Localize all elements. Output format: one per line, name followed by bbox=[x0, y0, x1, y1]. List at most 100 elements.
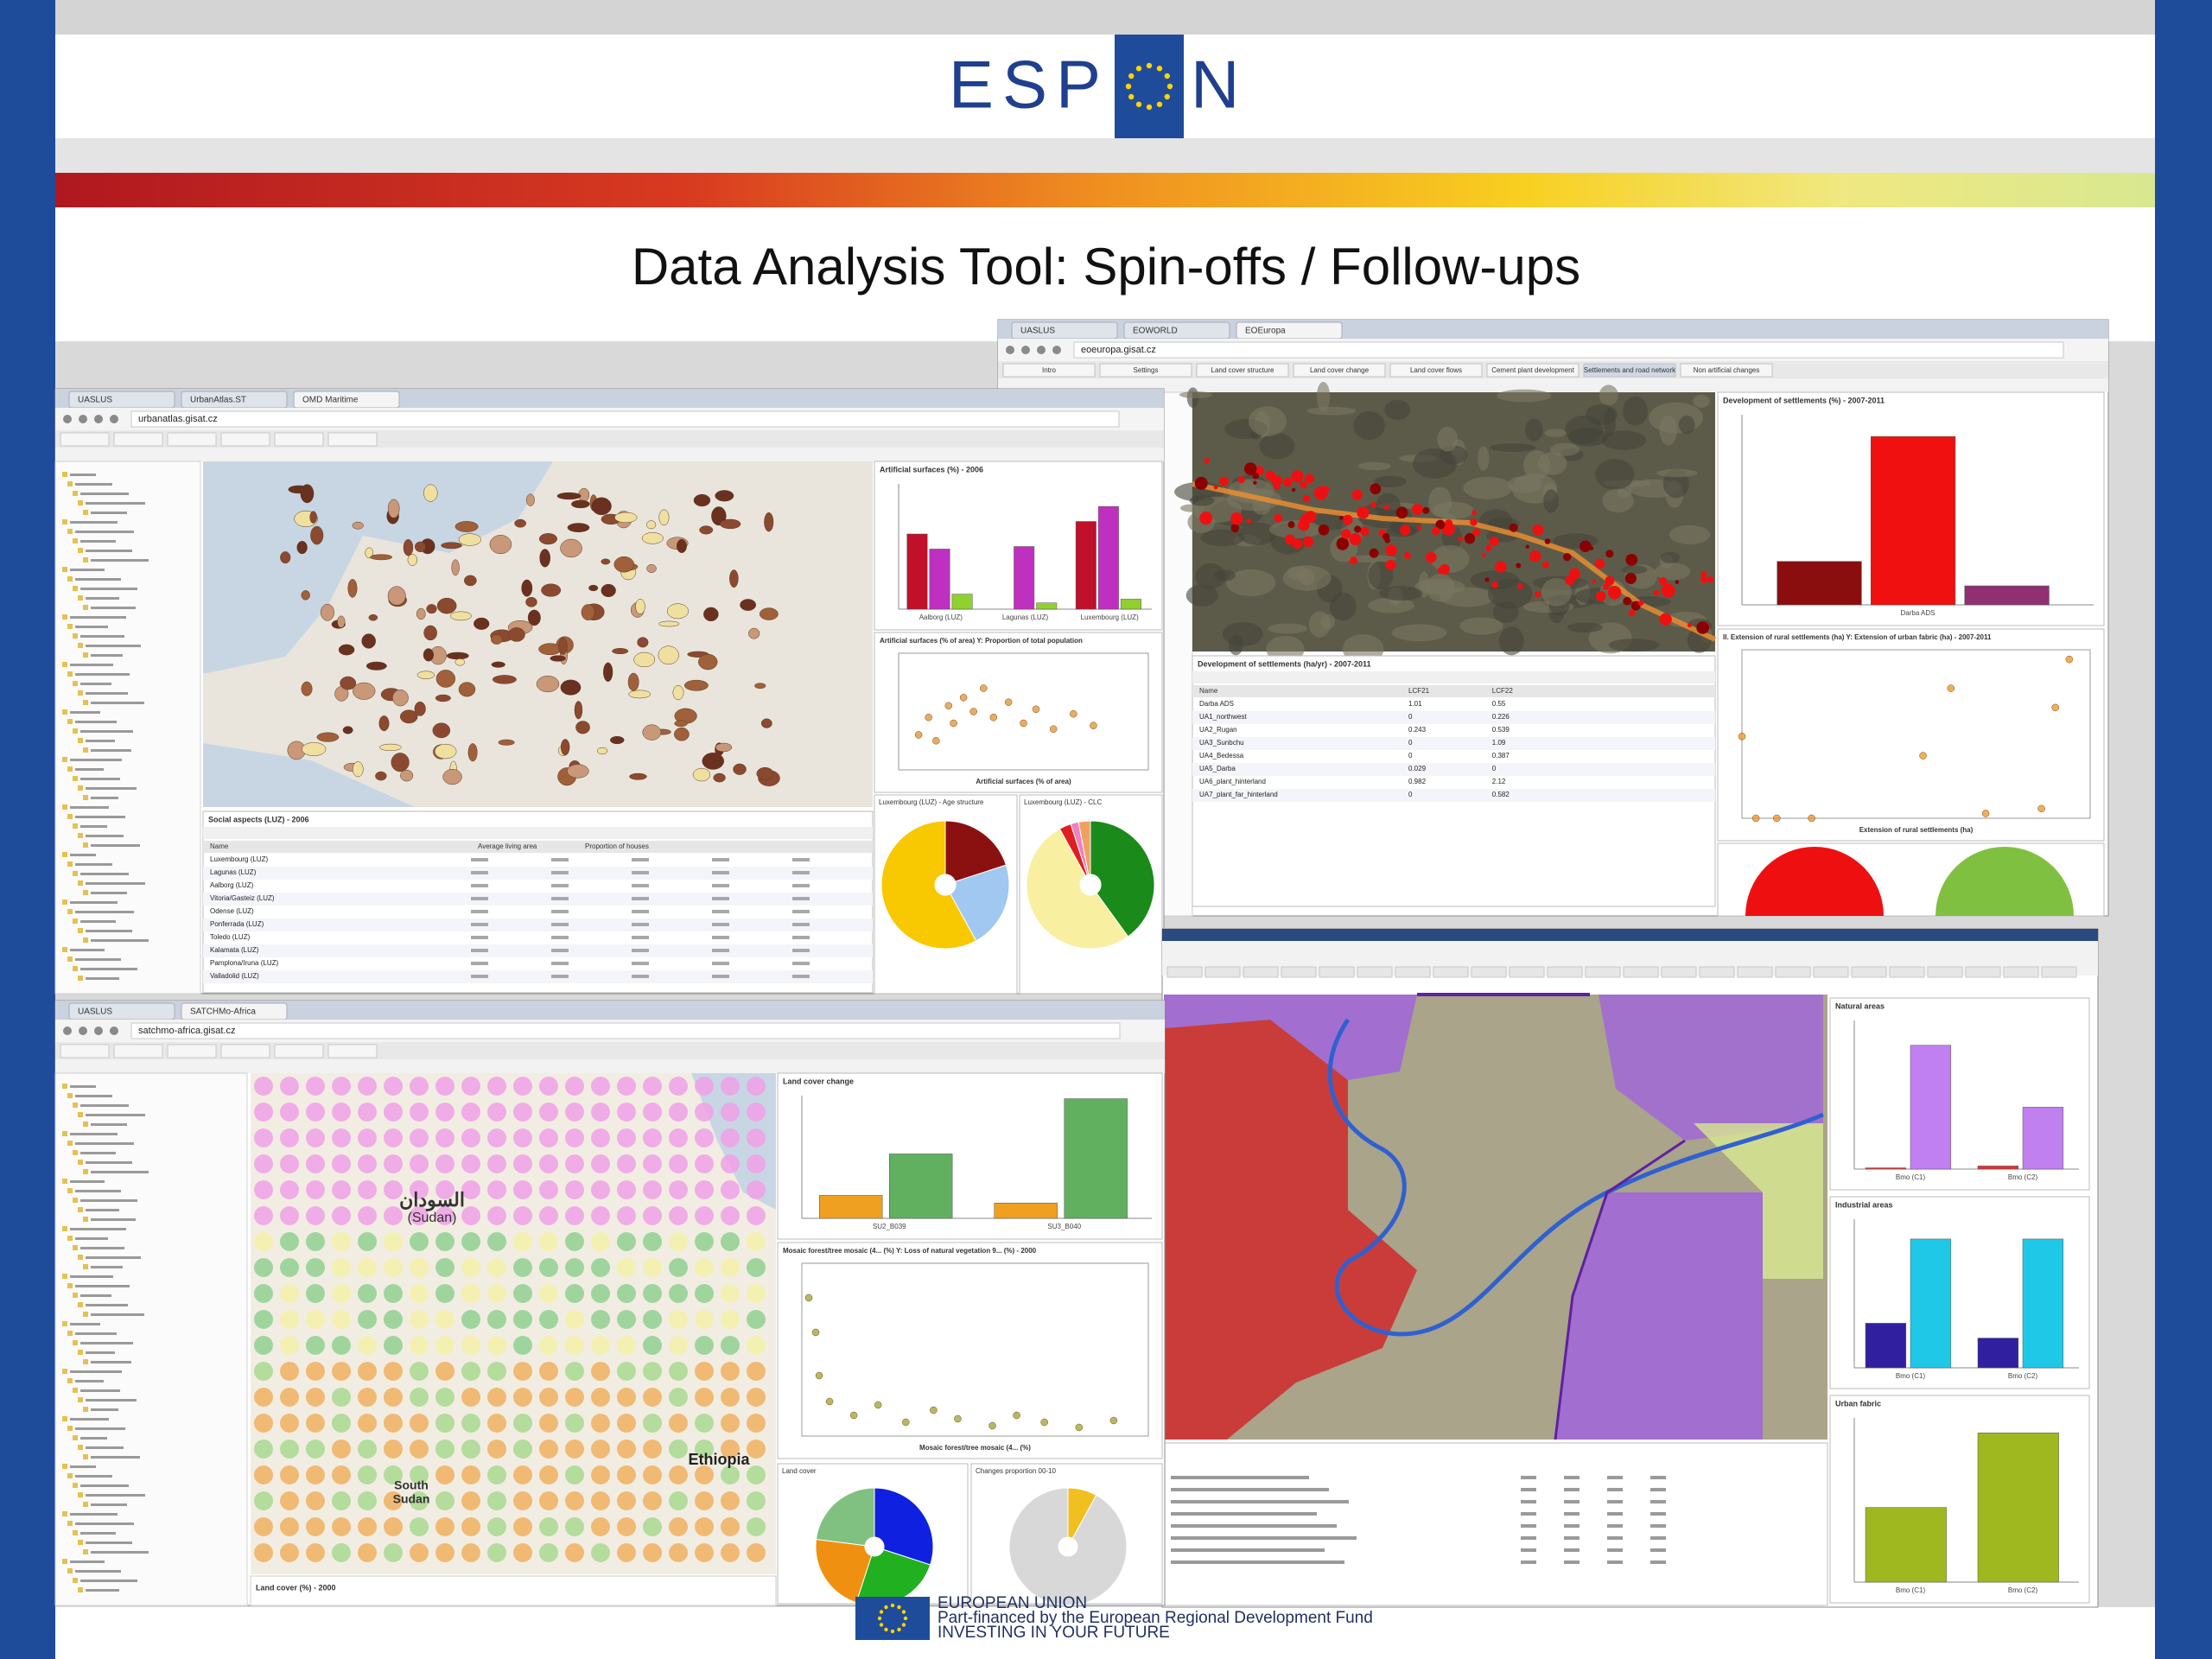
map-symbol bbox=[643, 1154, 662, 1173]
map-symbol bbox=[695, 1077, 714, 1096]
map-symbol bbox=[721, 1362, 740, 1381]
map-symbol bbox=[358, 1310, 377, 1329]
map-symbol bbox=[643, 1491, 662, 1510]
tab-button bbox=[1889, 966, 1925, 978]
map-symbol bbox=[280, 1128, 299, 1147]
urban-area bbox=[432, 722, 451, 739]
urban-area bbox=[337, 615, 346, 628]
tree-item-text bbox=[75, 1095, 112, 1097]
tree-item-text bbox=[86, 1256, 141, 1259]
map-symbol bbox=[435, 1465, 454, 1484]
tree-item bbox=[78, 548, 83, 553]
tab-button bbox=[1623, 966, 1659, 978]
footer-line: Part-financed by the European Regional D… bbox=[938, 1609, 1373, 1627]
settlement bbox=[1230, 524, 1240, 533]
map-symbol bbox=[513, 1362, 532, 1381]
urban-area bbox=[454, 521, 479, 532]
tree-item bbox=[78, 785, 83, 791]
scatter-point bbox=[825, 1397, 834, 1406]
settlement bbox=[1422, 506, 1430, 514]
tree-item bbox=[73, 1435, 78, 1440]
river bbox=[1327, 1018, 1824, 1337]
cell-text bbox=[1564, 1548, 1580, 1552]
map-symbol bbox=[280, 1440, 299, 1459]
tree-item-text bbox=[70, 1560, 105, 1563]
map-symbol bbox=[721, 1258, 740, 1277]
settlement bbox=[1359, 526, 1370, 537]
map-symbol bbox=[254, 1362, 273, 1381]
map-symbol bbox=[306, 1543, 325, 1562]
urban-area bbox=[627, 672, 639, 691]
map-symbol bbox=[539, 1517, 558, 1536]
settlement bbox=[1661, 583, 1675, 598]
tree-item-text bbox=[80, 1247, 124, 1249]
urban-area bbox=[414, 541, 426, 553]
map-symbol bbox=[513, 1128, 532, 1147]
map-symbol bbox=[306, 1465, 325, 1484]
urban-area bbox=[574, 701, 583, 720]
cell-text bbox=[1564, 1488, 1580, 1491]
map-symbol bbox=[358, 1491, 377, 1510]
map-symbol bbox=[487, 1388, 506, 1407]
cell-text bbox=[632, 923, 649, 926]
map-symbol bbox=[435, 1180, 454, 1199]
settlement bbox=[1395, 506, 1408, 519]
settlement bbox=[1370, 483, 1382, 495]
settlement bbox=[1325, 487, 1330, 493]
pie-hole bbox=[1079, 874, 1102, 896]
map-symbol bbox=[513, 1543, 532, 1562]
terrain bbox=[1544, 429, 1567, 437]
map-symbol bbox=[565, 1284, 584, 1303]
map-symbol bbox=[565, 1491, 584, 1510]
map-symbol bbox=[565, 1362, 584, 1381]
settlement bbox=[1342, 514, 1353, 525]
tree-item-text bbox=[91, 1408, 118, 1411]
map-symbol bbox=[306, 1310, 325, 1329]
settlement bbox=[1445, 518, 1453, 527]
table-row bbox=[203, 867, 873, 880]
map-symbol bbox=[254, 1206, 273, 1225]
map-symbol bbox=[384, 1103, 403, 1122]
tree-item bbox=[73, 1388, 78, 1393]
tree-item bbox=[62, 1511, 67, 1516]
tree-item bbox=[67, 1568, 73, 1573]
tree-item-text bbox=[75, 1237, 108, 1240]
map-symbol bbox=[410, 1362, 429, 1381]
map-symbol bbox=[747, 1128, 766, 1147]
urban-area bbox=[375, 771, 387, 781]
table-cell: 1.09 bbox=[1492, 739, 1506, 747]
cell-text bbox=[1650, 1524, 1666, 1528]
map-symbol bbox=[332, 1465, 351, 1484]
urban-area bbox=[407, 554, 417, 566]
urban-area bbox=[601, 583, 616, 597]
cell-text bbox=[632, 949, 649, 952]
map-symbol bbox=[591, 1491, 610, 1510]
map-symbol bbox=[539, 1543, 558, 1562]
map-symbol bbox=[461, 1310, 480, 1329]
settlement bbox=[1535, 591, 1541, 598]
scatter-point bbox=[1020, 719, 1027, 728]
map-symbol bbox=[591, 1232, 610, 1251]
tree-item-text bbox=[86, 692, 128, 695]
table-header bbox=[1192, 685, 1715, 697]
tab-button bbox=[1699, 966, 1735, 978]
map-symbol bbox=[617, 1517, 636, 1536]
urban-area bbox=[391, 753, 410, 772]
table-cell: 0 bbox=[1408, 791, 1413, 798]
map-symbol bbox=[306, 1180, 325, 1199]
settlement bbox=[1282, 477, 1293, 487]
map-symbol bbox=[513, 1284, 532, 1303]
map-symbol bbox=[617, 1491, 636, 1510]
bar bbox=[1036, 602, 1058, 610]
urban-area bbox=[635, 598, 645, 614]
urban-area bbox=[571, 499, 590, 509]
cell-text bbox=[471, 871, 488, 874]
scatter-point bbox=[1109, 1416, 1118, 1425]
pie-slice bbox=[1077, 820, 1091, 886]
settlement bbox=[1607, 586, 1622, 600]
map-symbol bbox=[254, 1103, 273, 1122]
map-symbol bbox=[487, 1362, 506, 1381]
map-symbol bbox=[565, 1543, 584, 1562]
x-tick-label: SU2_B039 bbox=[873, 1223, 906, 1230]
map-symbol bbox=[358, 1180, 377, 1199]
